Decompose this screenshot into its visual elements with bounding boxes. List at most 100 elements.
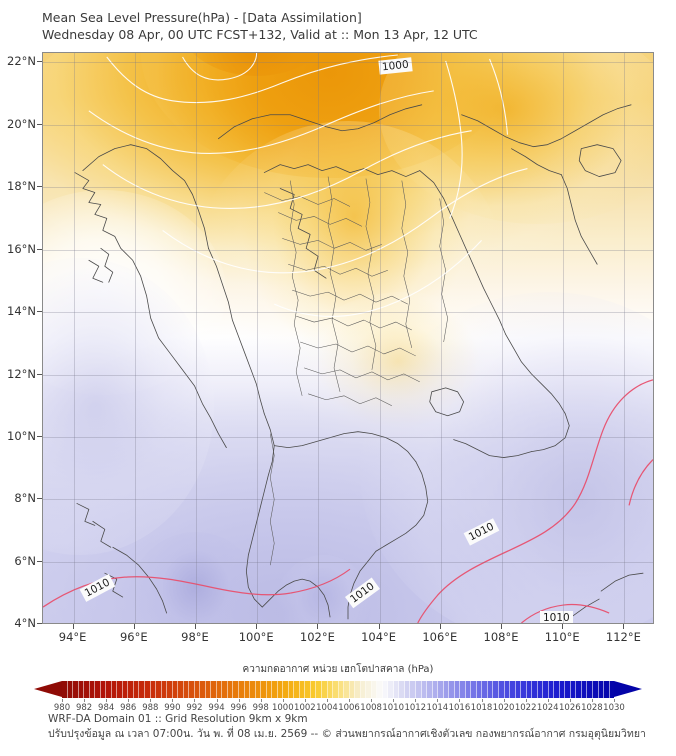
colorbar-cell: [255, 681, 262, 698]
colorbar-cell: [183, 681, 190, 698]
colorbar-cell: [333, 681, 339, 698]
colorbar-cell: [554, 681, 560, 698]
colorbar-cells: [62, 681, 615, 698]
gridline-20N: [43, 124, 653, 126]
map-geography: [74, 104, 644, 620]
gridline-22N: [43, 62, 653, 64]
ytick-label-4N: 4°N: [14, 616, 36, 631]
ytick-mark-22N: [37, 61, 42, 63]
colorbar-cell: [404, 681, 411, 698]
colorbar-cell: [283, 681, 289, 698]
colorbar-cell: [122, 681, 129, 698]
gridline-100E: [257, 53, 259, 623]
colorbar-tick-label: 998: [252, 703, 269, 713]
ytick-mark-10N: [37, 435, 42, 437]
xtick-label-98E: 98°E: [181, 630, 209, 644]
colorbar-tick-mark: [393, 699, 395, 702]
colorbar-cell: [548, 681, 555, 698]
colorbar-cell: [100, 681, 107, 698]
colorbar-cell: [593, 681, 599, 698]
colorbar-tick-label: 990: [164, 703, 181, 713]
colorbar-cell: [427, 681, 433, 698]
colorbar-cell: [581, 681, 588, 698]
colorbar-cell: [421, 681, 428, 698]
colorbar-cell: [316, 681, 322, 698]
colorbar-tick-mark: [415, 699, 417, 702]
colorbar-tick-mark: [591, 699, 593, 702]
colorbar-tick-mark: [260, 699, 262, 702]
colorbar-cell: [244, 681, 251, 698]
colorbar-cell: [609, 681, 615, 698]
gridline-8N: [43, 499, 653, 501]
colorbar-tick-mark: [194, 699, 196, 702]
xtick-label-108E: 108°E: [483, 630, 519, 644]
ytick-label-16N: 16°N: [7, 241, 36, 256]
colorbar-tick-label: 984: [98, 703, 115, 713]
ytick-mark-4N: [37, 623, 42, 625]
map-plot-area[interactable]: 1000 1010 1010 1010 1010: [7, 52, 654, 644]
colorbar-cell: [106, 681, 112, 698]
xtick-mark-94E: [72, 624, 74, 629]
ytick-mark-8N: [37, 498, 42, 500]
colorbar-tick-label: 1008: [360, 703, 382, 713]
colorbar-cell: [565, 681, 571, 698]
contour-label-1010-bottom: 1010: [540, 611, 573, 623]
colorbar-tick-mark: [282, 699, 284, 702]
colorbar-cell: [559, 681, 566, 698]
colorbar-tick-mark: [481, 699, 483, 702]
gridline-112E: [624, 53, 626, 623]
colorbar-cell: [493, 681, 499, 698]
colorbar-cell: [150, 681, 157, 698]
title-block: Mean Sea Level Pressure(hPa) - [Data Ass…: [42, 9, 642, 43]
colorbar-cell: [349, 681, 356, 698]
colorbar-tick-label: 982: [75, 703, 93, 713]
colorbar-cell: [454, 681, 461, 698]
colorbar-tick-label: 996: [230, 703, 247, 713]
colorbar-tick-label: 1002: [294, 703, 316, 713]
colorbar-cell: [139, 681, 145, 698]
colorbar-tick-label: 1028: [581, 703, 603, 713]
colorbar-cell: [355, 681, 361, 698]
colorbar-cell: [382, 681, 389, 698]
colorbar-cell: [133, 681, 140, 698]
ytick-label-12N: 12°N: [7, 366, 36, 381]
colorbar-cell: [111, 681, 118, 698]
colorbar-cell: [399, 681, 405, 698]
gridline-14N: [43, 312, 653, 314]
colorbar-cell: [515, 681, 522, 698]
colorbar-cell: [84, 681, 90, 698]
colorbar-high-cap: [614, 681, 642, 697]
colorbar-tick-label: 1030: [603, 703, 625, 713]
colorbar-cell: [432, 681, 439, 698]
colorbar-cell: [410, 681, 416, 698]
xtick-label-96E: 96°E: [119, 630, 148, 644]
colorbar-cell: [178, 681, 184, 698]
colorbar-cell: [288, 681, 295, 698]
ytick-label-20N: 20°N: [7, 116, 36, 131]
colorbar-tick-label: 1012: [404, 703, 427, 713]
colorbar-cell: [305, 681, 311, 698]
colorbar-cell: [416, 681, 422, 698]
colorbar-cell: [504, 681, 511, 698]
xtick-label-106E: 106°E: [422, 630, 458, 644]
colorbar-cell: [205, 681, 212, 698]
colorbar-cell: [161, 681, 168, 698]
colorbar-cell: [189, 681, 195, 698]
colorbar-title: ความกดอากาศ หน่วย เฮกโตปาสคาล (hPa): [242, 664, 434, 675]
xtick-label-94E: 94°E: [58, 630, 87, 644]
ytick-label-10N: 10°N: [7, 428, 36, 443]
colorbar-tick-mark: [172, 699, 174, 702]
colorbar-tick-label: 1024: [536, 703, 559, 713]
colorbar-cell: [299, 681, 306, 698]
colorbar-cell: [532, 681, 538, 698]
colorbar-cell: [604, 681, 610, 698]
colorbar-ticks: 980 982 984 986 988 990 992 994 996 998 1000 1002 10…: [34, 699, 642, 715]
gridline-6N: [43, 561, 653, 563]
colorbar-cell: [78, 681, 85, 698]
xtick-mark-98E: [195, 624, 196, 629]
colorbar-cell: [73, 681, 79, 698]
colorbar-tick-label: 988: [142, 703, 159, 713]
colorbar-cell: [62, 681, 68, 698]
colorbar-cell: [471, 681, 477, 698]
